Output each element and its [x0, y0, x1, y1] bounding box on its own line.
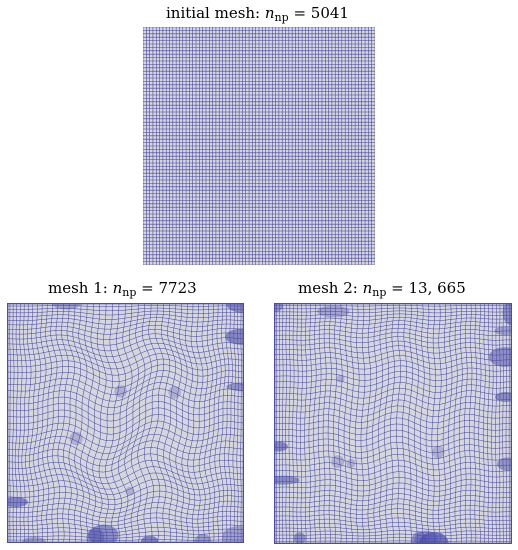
- caption-prefix: initial mesh:: [166, 4, 265, 22]
- mesh-lines: [143, 27, 375, 265]
- initial-mesh-grid: [143, 27, 375, 265]
- dense-zone: [336, 374, 345, 383]
- dense-zone: [141, 535, 159, 543]
- dense-zone: [497, 457, 512, 471]
- dense-zone: [495, 392, 512, 402]
- refinement-zones: [7, 303, 244, 543]
- dense-zone: [168, 386, 181, 399]
- mesh1-panel: [7, 303, 244, 543]
- dense-zone: [293, 532, 306, 544]
- refinement-zones: [274, 303, 512, 544]
- caption-equals: =: [288, 4, 311, 22]
- caption-subscript: np: [274, 11, 289, 24]
- caption-value: 7723: [158, 279, 197, 297]
- dense-zone: [432, 445, 445, 459]
- dense-zone: [114, 385, 127, 398]
- mesh1-grid: [7, 303, 244, 543]
- caption-variable: n: [112, 279, 123, 297]
- dense-zone: [346, 458, 356, 468]
- dense-zone: [274, 303, 283, 313]
- dense-zone: [226, 303, 244, 313]
- dense-zone: [7, 497, 28, 508]
- dense-zone: [194, 534, 212, 543]
- caption-prefix: mesh 2:: [298, 279, 363, 297]
- dense-zone: [331, 455, 345, 469]
- dense-zone: [274, 475, 300, 485]
- dense-zone: [418, 531, 449, 544]
- caption-value: 5041: [310, 4, 349, 22]
- mesh-lines: [274, 303, 512, 544]
- mesh-boundary: [274, 303, 512, 544]
- mesh-lines: [7, 303, 244, 543]
- initial-mesh-caption: initial mesh: nnp = 5041: [166, 4, 349, 27]
- dense-zone: [502, 303, 512, 326]
- dense-zone: [88, 524, 119, 543]
- caption-value: 13, 665: [408, 279, 466, 297]
- dense-zone: [226, 382, 244, 392]
- mesh2-panel: [274, 303, 512, 544]
- caption-equals: =: [136, 279, 159, 297]
- mesh-boundary: [7, 303, 244, 543]
- caption-subscript: np: [122, 286, 137, 299]
- initial-mesh-panel: [143, 27, 375, 265]
- mesh1-caption: mesh 1: nnp = 7723: [48, 279, 197, 302]
- dense-zone: [69, 431, 83, 446]
- mesh2-grid: [274, 303, 512, 544]
- dense-zone: [86, 527, 105, 543]
- caption-subscript: np: [372, 286, 387, 299]
- dense-zone: [274, 441, 288, 452]
- dense-zone: [52, 303, 81, 310]
- caption-variable: n: [264, 4, 275, 22]
- dense-zone: [488, 347, 512, 367]
- dense-zone: [22, 537, 46, 543]
- caption-variable: n: [362, 279, 373, 297]
- dense-zone: [494, 326, 512, 336]
- mesh2-caption: mesh 2: nnp = 13, 665: [298, 279, 466, 302]
- dense-zone: [317, 305, 350, 318]
- dense-zone: [222, 526, 244, 543]
- dense-zone: [225, 328, 244, 345]
- caption-prefix: mesh 1:: [48, 279, 113, 297]
- dense-zone: [125, 486, 135, 496]
- caption-equals: =: [386, 279, 409, 297]
